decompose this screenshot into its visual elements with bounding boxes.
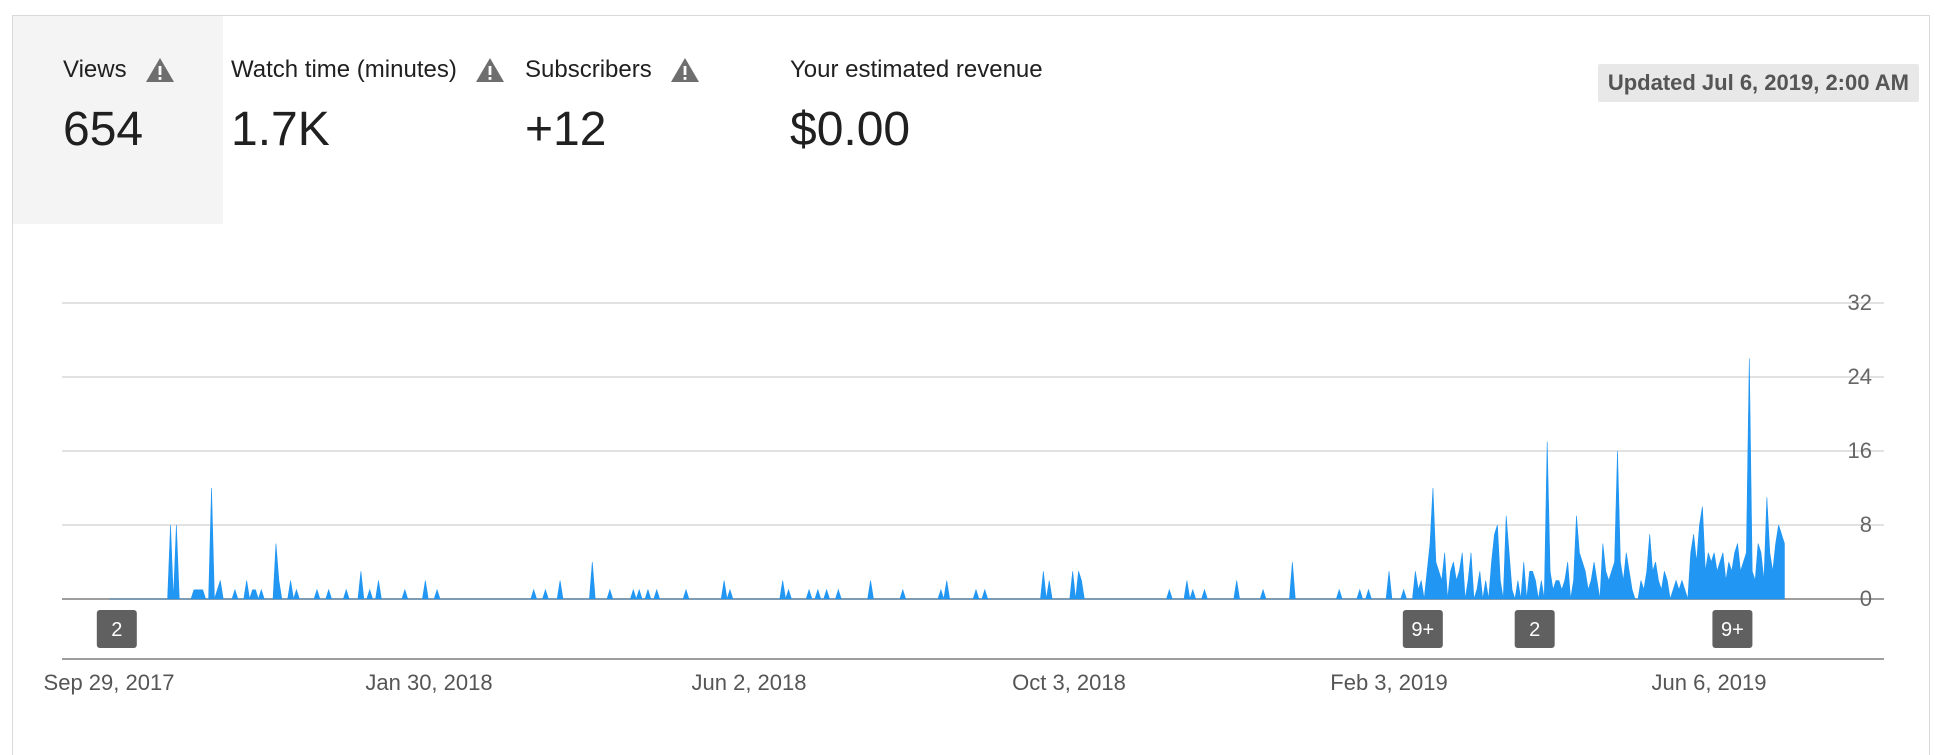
metric-label-text: Your estimated revenue: [790, 56, 1043, 83]
marker-label: 9+: [1721, 619, 1744, 641]
y-tick-label: 8: [1860, 512, 1872, 537]
x-axis: Sep 29, 2017 Jan 30, 2018 Jun 2, 2018 Oct 3…: [44, 658, 1884, 695]
annotation-marker[interactable]: 9+: [1402, 610, 1443, 648]
x-tick-label: Jan 30, 2018: [365, 670, 492, 695]
warning-icon[interactable]: [475, 57, 505, 83]
chart-gridlines: [62, 302, 1884, 600]
marker-badge[interactable]: [1514, 610, 1555, 648]
annotation-marker[interactable]: 2: [1514, 610, 1555, 648]
metric-label-text: Subscribers: [525, 56, 652, 83]
x-tick-label: Feb 3, 2019: [1330, 670, 1447, 695]
metric-label-text: Views: [63, 56, 127, 83]
metric-label-subscribers: Subscribers: [525, 56, 700, 84]
metric-tab-views[interactable]: Views 654: [13, 16, 223, 224]
marker-badge[interactable]: [1712, 610, 1753, 648]
views-series-area[interactable]: [109, 358, 1785, 600]
y-tick-label: 32: [1848, 290, 1872, 315]
y-tick-label: 0: [1860, 586, 1872, 611]
metric-tab-watch-time[interactable]: Watch time (minutes) 1.7K: [223, 16, 523, 224]
marker-badge[interactable]: [1402, 610, 1443, 648]
x-tick-label: Jun 2, 2018: [692, 670, 807, 695]
marker-label: 2: [111, 619, 122, 641]
metric-value-watch-time: 1.7K: [231, 103, 330, 156]
metric-label-revenue: Your estimated revenue: [790, 56, 1043, 84]
updated-timestamp: Updated Jul 6, 2019, 2:00 AM: [1597, 64, 1919, 102]
metric-label-text: Watch time (minutes): [231, 56, 457, 83]
metric-label-views: Views: [63, 56, 175, 84]
y-tick-label: 16: [1848, 438, 1872, 463]
warning-icon[interactable]: [670, 57, 700, 83]
annotation-marker[interactable]: 2: [96, 610, 137, 648]
marker-label: 2: [1529, 619, 1540, 641]
y-tick-label: 24: [1848, 364, 1872, 389]
metric-tab-revenue[interactable]: Your estimated revenue $0.00: [783, 16, 1213, 224]
chart-series: [109, 358, 1785, 600]
x-tick-label: Oct 3, 2018: [1012, 670, 1126, 695]
annotation-marker[interactable]: 9+: [1712, 610, 1753, 648]
marker-label: 9+: [1411, 619, 1434, 641]
x-tick-label: Sep 29, 2017: [44, 670, 175, 695]
x-tick-label: Jun 6, 2019: [1652, 670, 1767, 695]
y-axis: 0 8 16 24 32: [1848, 290, 1872, 611]
metric-value-revenue: $0.00: [790, 103, 911, 156]
chart-markers: 2 9+ 2 9+: [96, 610, 1753, 648]
marker-badge[interactable]: [96, 610, 137, 648]
metric-label-watch-time: Watch time (minutes): [231, 56, 505, 84]
warning-icon[interactable]: [145, 57, 175, 83]
metric-tab-subscribers[interactable]: Subscribers +12: [523, 16, 783, 224]
metric-value-views: 654: [63, 103, 144, 156]
metric-value-subscribers: +12: [525, 103, 607, 156]
analytics-card: Views 654 Watch time (minutes) 1.7K Subs…: [12, 15, 1930, 755]
